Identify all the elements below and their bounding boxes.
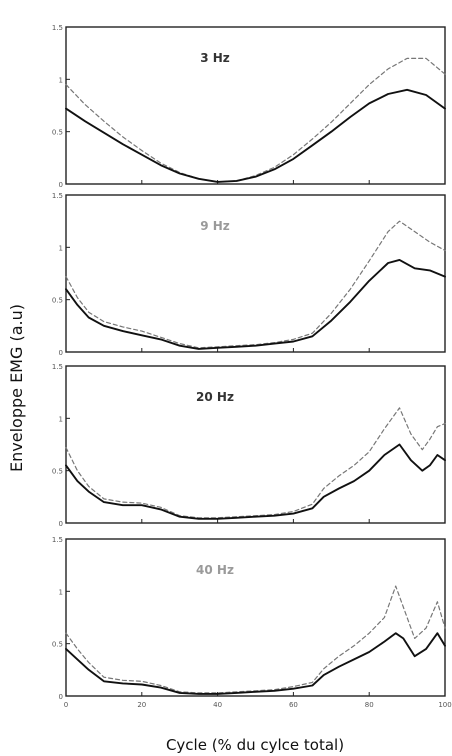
x-tick-label: 60 [289,701,298,709]
panel-label: 9 Hz [200,219,230,233]
y-tick-label: 1.5 [52,24,63,32]
x-tick-label: 100 [438,701,451,709]
y-tick-label: 0.5 [52,129,63,137]
y-tick-label: 0.5 [52,297,63,305]
panel-label: 3 Hz [200,51,230,65]
y-tick-label: 0.5 [52,641,63,649]
panel-4: 0 0.5 1 1.5 0 20 40 60 80 100 40 Hz [52,536,452,709]
panels-group: 0 0.5 1 1.5 3 Hz 0 0.5 1 1.5 9 Hz 0 0.5 1 1.5 20 Hz 0 0.… [52,24,452,709]
y-tick-label: 0 [59,520,63,528]
y-tick-label: 0.5 [52,468,63,476]
panel-3: 0 0.5 1 1.5 20 Hz [52,363,446,528]
series-line-solid [65,632,446,695]
x-tick-label: 40 [213,701,222,709]
y-tick-label: 1 [59,76,63,84]
panel-2: 0 0.5 1 1.5 9 Hz [52,192,446,357]
y-tick-label: 1.5 [52,363,63,371]
series-line-dashed [65,585,446,694]
series-line-dashed [65,57,446,183]
panel-label: 40 Hz [196,563,234,577]
y-tick-label: 1 [59,415,63,423]
x-tick-label: 0 [64,701,68,709]
x-tick-label: 20 [137,701,146,709]
panel-frame [65,194,446,353]
panel-label: 20 Hz [196,390,234,404]
y-tick-label: 0 [59,349,63,357]
x-axis-label: Cycle (% du cylce total) [166,736,344,754]
panel-1: 0 0.5 1 1.5 3 Hz [52,24,446,189]
y-tick-label: 1 [59,588,63,596]
series-line-dashed [65,407,446,519]
y-tick-label: 1 [59,244,63,252]
series-line-solid [65,88,446,183]
panel-frame [65,538,446,697]
y-tick-label: 1.5 [52,536,63,544]
x-tick-label: 80 [365,701,374,709]
y-tick-label: 0 [59,181,63,189]
y-axis-label: Enveloppe EMG (a.u) [7,304,26,472]
y-tick-label: 1.5 [52,192,63,200]
series-line-dashed [65,220,446,349]
panel-frame [65,26,446,185]
y-tick-label: 0 [59,693,63,701]
series-line-solid [65,443,446,520]
panel-frame [65,365,446,524]
series-line-solid [65,258,446,350]
